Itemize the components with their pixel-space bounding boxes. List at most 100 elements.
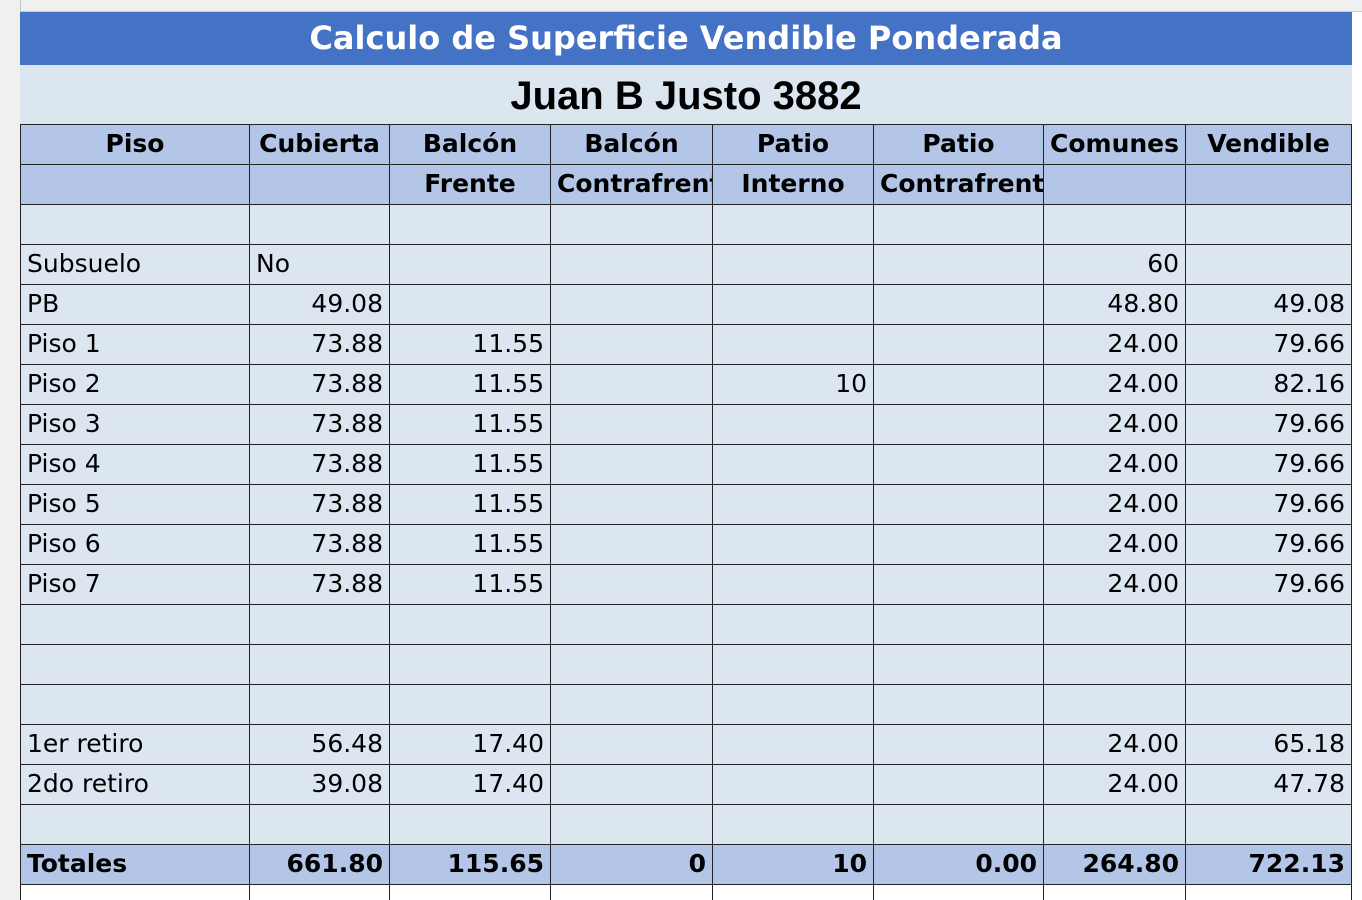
data-cell[interactable] bbox=[551, 365, 713, 405]
empty-cell[interactable] bbox=[874, 605, 1044, 645]
data-cell[interactable] bbox=[713, 765, 874, 805]
data-cell[interactable]: 82.16 bbox=[1186, 365, 1352, 405]
data-cell[interactable]: 24.00 bbox=[1044, 565, 1186, 605]
data-cell[interactable] bbox=[713, 445, 874, 485]
data-cell[interactable] bbox=[874, 285, 1044, 325]
empty-cell[interactable] bbox=[551, 605, 713, 645]
empty-cell[interactable] bbox=[250, 645, 390, 685]
empty-cell[interactable] bbox=[874, 685, 1044, 725]
column-header[interactable]: Frente bbox=[390, 165, 551, 205]
data-cell[interactable]: No bbox=[250, 245, 390, 285]
data-cell[interactable] bbox=[713, 245, 874, 285]
data-cell[interactable]: 24.00 bbox=[1044, 405, 1186, 445]
empty-cell[interactable] bbox=[1044, 645, 1186, 685]
empty-cell[interactable] bbox=[1044, 885, 1186, 900]
data-cell[interactable] bbox=[874, 765, 1044, 805]
row-label[interactable]: Piso 3 bbox=[20, 405, 250, 445]
data-cell[interactable]: 48.80 bbox=[1044, 285, 1186, 325]
data-cell[interactable] bbox=[390, 285, 551, 325]
row-label[interactable]: 1er retiro bbox=[20, 725, 250, 765]
empty-cell[interactable] bbox=[551, 645, 713, 685]
column-header[interactable] bbox=[20, 165, 250, 205]
data-cell[interactable]: 79.66 bbox=[1186, 445, 1352, 485]
data-cell[interactable]: 73.88 bbox=[250, 565, 390, 605]
total-cell[interactable]: 115.65 bbox=[390, 845, 551, 885]
empty-cell[interactable] bbox=[250, 885, 390, 900]
empty-cell[interactable] bbox=[551, 805, 713, 845]
empty-cell[interactable] bbox=[390, 605, 551, 645]
data-cell[interactable]: 79.66 bbox=[1186, 485, 1352, 525]
data-cell[interactable] bbox=[551, 405, 713, 445]
total-cell[interactable]: 722.13 bbox=[1186, 845, 1352, 885]
row-label[interactable]: PB bbox=[20, 285, 250, 325]
empty-cell[interactable] bbox=[250, 685, 390, 725]
data-cell[interactable]: 24.00 bbox=[1044, 525, 1186, 565]
row-label[interactable]: 2do retiro bbox=[20, 765, 250, 805]
data-cell[interactable] bbox=[874, 365, 1044, 405]
row-label[interactable]: Piso 6 bbox=[20, 525, 250, 565]
total-cell[interactable]: 0.00 bbox=[874, 845, 1044, 885]
data-cell[interactable] bbox=[551, 445, 713, 485]
data-cell[interactable] bbox=[713, 405, 874, 445]
data-cell[interactable] bbox=[713, 485, 874, 525]
column-header[interactable]: Balcón bbox=[390, 125, 551, 165]
total-cell[interactable]: 661.80 bbox=[250, 845, 390, 885]
empty-cell[interactable] bbox=[20, 885, 250, 900]
data-cell[interactable]: 11.55 bbox=[390, 565, 551, 605]
data-cell[interactable]: 73.88 bbox=[250, 365, 390, 405]
data-cell[interactable]: 79.66 bbox=[1186, 325, 1352, 365]
data-cell[interactable]: 73.88 bbox=[250, 445, 390, 485]
empty-cell[interactable] bbox=[551, 885, 713, 900]
data-cell[interactable]: 24.00 bbox=[1044, 365, 1186, 405]
column-header[interactable]: Interno bbox=[713, 165, 874, 205]
total-cell[interactable]: 0 bbox=[551, 845, 713, 885]
empty-cell[interactable] bbox=[20, 685, 250, 725]
empty-cell[interactable] bbox=[713, 645, 874, 685]
data-cell[interactable]: 24.00 bbox=[1044, 325, 1186, 365]
data-cell[interactable]: 11.55 bbox=[390, 525, 551, 565]
empty-cell[interactable] bbox=[390, 685, 551, 725]
data-cell[interactable] bbox=[551, 565, 713, 605]
column-header[interactable] bbox=[250, 165, 390, 205]
data-cell[interactable]: 73.88 bbox=[250, 525, 390, 565]
data-cell[interactable]: 73.88 bbox=[250, 405, 390, 445]
data-cell[interactable] bbox=[874, 565, 1044, 605]
column-header[interactable]: Contrafrente bbox=[551, 165, 713, 205]
data-cell[interactable]: 17.40 bbox=[390, 765, 551, 805]
empty-cell[interactable] bbox=[1186, 685, 1352, 725]
data-cell[interactable]: 11.55 bbox=[390, 445, 551, 485]
data-cell[interactable] bbox=[551, 485, 713, 525]
empty-cell[interactable] bbox=[1044, 685, 1186, 725]
data-cell[interactable]: 10 bbox=[713, 365, 874, 405]
row-label[interactable]: Piso 7 bbox=[20, 565, 250, 605]
data-cell[interactable] bbox=[874, 405, 1044, 445]
empty-cell[interactable] bbox=[250, 205, 390, 245]
empty-cell[interactable] bbox=[713, 685, 874, 725]
data-cell[interactable] bbox=[874, 325, 1044, 365]
data-cell[interactable] bbox=[551, 325, 713, 365]
empty-cell[interactable] bbox=[874, 885, 1044, 900]
empty-cell[interactable] bbox=[1044, 605, 1186, 645]
data-cell[interactable] bbox=[874, 485, 1044, 525]
column-header[interactable]: Comunes bbox=[1044, 125, 1186, 165]
data-cell[interactable]: 24.00 bbox=[1044, 765, 1186, 805]
data-cell[interactable] bbox=[551, 725, 713, 765]
empty-cell[interactable] bbox=[874, 645, 1044, 685]
data-cell[interactable]: 11.55 bbox=[390, 485, 551, 525]
empty-cell[interactable] bbox=[390, 885, 551, 900]
column-header[interactable] bbox=[1044, 165, 1186, 205]
column-header[interactable]: Patio bbox=[874, 125, 1044, 165]
column-header[interactable]: Patio bbox=[713, 125, 874, 165]
empty-cell[interactable] bbox=[250, 605, 390, 645]
column-header[interactable]: Vendible bbox=[1186, 125, 1352, 165]
data-cell[interactable] bbox=[713, 525, 874, 565]
row-label[interactable]: Subsuelo bbox=[20, 245, 250, 285]
empty-cell[interactable] bbox=[20, 645, 250, 685]
empty-cell[interactable] bbox=[713, 885, 874, 900]
data-cell[interactable] bbox=[713, 325, 874, 365]
empty-cell[interactable] bbox=[1186, 205, 1352, 245]
column-header[interactable]: Cubierta bbox=[250, 125, 390, 165]
data-cell[interactable]: 17.40 bbox=[390, 725, 551, 765]
empty-cell[interactable] bbox=[551, 205, 713, 245]
data-cell[interactable]: 24.00 bbox=[1044, 485, 1186, 525]
